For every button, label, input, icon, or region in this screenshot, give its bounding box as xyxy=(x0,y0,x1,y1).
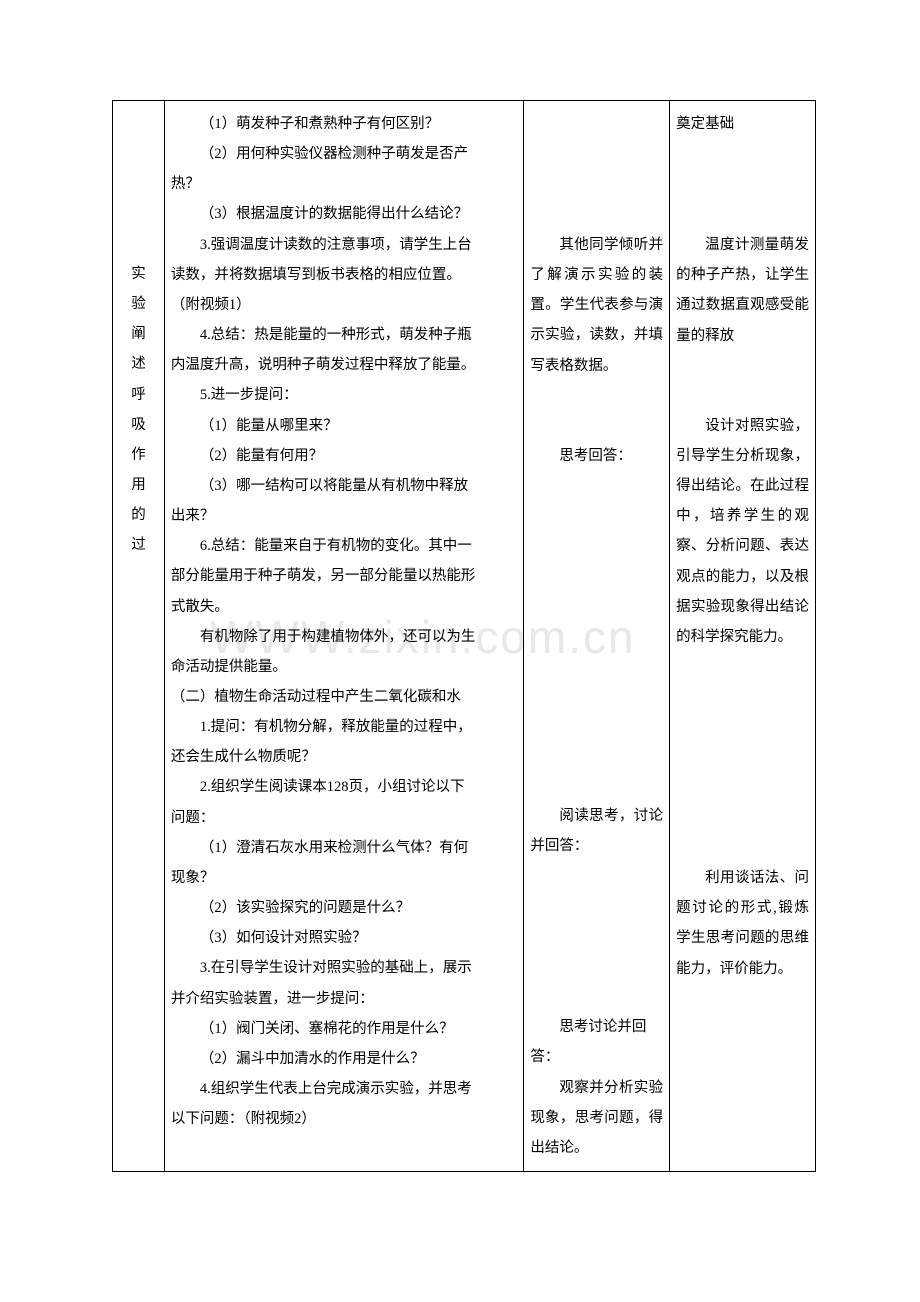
student-block: 答： xyxy=(530,1042,663,1072)
line: （附视频1） xyxy=(171,290,517,320)
line: 读数，并将数据填写到板书表格的相应位置。 xyxy=(171,260,517,290)
line: 4.组织学生代表上台完成演示实验，并思考 xyxy=(171,1074,517,1104)
line: （2）该实验探究的问题是什么？ xyxy=(171,893,517,923)
line: 3.强调温度计读数的注意事项，请学生上台 xyxy=(171,230,517,260)
line: 内温度升高，说明种子萌发过程中释放了能量。 xyxy=(171,350,517,380)
line: 4.总结：热是能量的一种形式，萌发种子瓶 xyxy=(171,320,517,350)
line: 6.总结：能量来自于有机物的变化。其中一 xyxy=(171,531,517,561)
intent-block: 利用谈话法、问题讨论的形式,锻炼学生思考问题的思维能力，评价能力。 xyxy=(676,863,809,984)
teacher-activity-content: （1）萌发种子和煮熟种子有何区别？ （2）用何种实验仪器检测种子萌发是否产 热？… xyxy=(165,101,523,1142)
line: 1.提问：有机物分解，释放能量的过程中， xyxy=(171,712,517,742)
line: 现象？ xyxy=(171,863,517,893)
line: 以下问题：（附视频2） xyxy=(171,1104,517,1134)
line: （1）阀门关闭、塞棉花的作用是什么？ xyxy=(171,1014,517,1044)
line: 还会生成什么物质呢？ xyxy=(171,742,517,772)
document-content: 实 验 阐 述 呼 吸 作 用 的 过 （1）萌发种子和煮熟种子有何区别？ （2… xyxy=(112,100,816,1172)
design-intent-content: 奠定基础 温度计测量萌发的种子产热，让学生通过数据直观感受能量的释放 设计对照实… xyxy=(670,101,815,992)
table-col-design-intent: 奠定基础 温度计测量萌发的种子产热，让学生通过数据直观感受能量的释放 设计对照实… xyxy=(670,101,816,1172)
line: （2）用何种实验仪器检测种子萌发是否产 xyxy=(171,139,517,169)
char: 过 xyxy=(113,530,164,560)
line: 问题： xyxy=(171,803,517,833)
line: 部分能量用于种子萌发，另一部分能量以热能形 xyxy=(171,561,517,591)
line: 3.在引导学生设计对照实验的基础上，展示 xyxy=(171,953,517,983)
student-block: 其他同学倾听并了解演示实验的装置。学生代表参与演示实验，读数，并填写表格数据。 xyxy=(530,230,663,381)
student-block: 观察并分析实验现象，思考问题，得出结论。 xyxy=(530,1073,663,1163)
student-block: 阅读思考，讨论并回答： xyxy=(530,801,663,861)
line: 命活动提供能量。 xyxy=(171,652,517,682)
char: 作 xyxy=(113,440,164,470)
line: 有机物除了用于构建植物体外，还可以为生 xyxy=(171,622,517,652)
intent-block: 奠定基础 xyxy=(676,109,809,139)
student-activity-content: 其他同学倾听并了解演示实验的装置。学生代表参与演示实验，读数，并填写表格数据。 … xyxy=(524,101,669,1171)
line: （二）植物生命活动过程中产生二氧化碳和水 xyxy=(171,682,517,712)
line: （3）如何设计对照实验？ xyxy=(171,923,517,953)
student-block: 思考回答： xyxy=(530,441,663,471)
table-col-student-activity: 其他同学倾听并了解演示实验的装置。学生代表参与演示实验，读数，并填写表格数据。 … xyxy=(524,101,670,1172)
line: （2）漏斗中加清水的作用是什么？ xyxy=(171,1044,517,1074)
line: 热？ xyxy=(171,169,517,199)
line: 式散失。 xyxy=(171,592,517,622)
line: 并介绍实验装置，进一步提问： xyxy=(171,984,517,1014)
char: 阐 xyxy=(113,319,164,349)
char: 吸 xyxy=(113,410,164,440)
char: 用 xyxy=(113,470,164,500)
line: （2）能量有何用？ xyxy=(171,441,517,471)
line: （1）萌发种子和煮熟种子有何区别？ xyxy=(171,109,517,139)
line: （1）能量从哪里来？ xyxy=(171,411,517,441)
line: 2.组织学生阅读课本128页，小组讨论以下 xyxy=(171,772,517,802)
line: 出来？ xyxy=(171,501,517,531)
line: （3）哪一结构可以将能量从有机物中释放 xyxy=(171,471,517,501)
char: 验 xyxy=(113,289,164,319)
char: 述 xyxy=(113,349,164,379)
intent-block: 温度计测量萌发的种子产热，让学生通过数据直观感受能量的释放 xyxy=(676,230,809,351)
table-col-stage: 实 验 阐 述 呼 吸 作 用 的 过 xyxy=(113,101,165,1172)
lesson-plan-table: 实 验 阐 述 呼 吸 作 用 的 过 （1）萌发种子和煮熟种子有何区别？ （2… xyxy=(112,100,816,1172)
intent-block: 设计对照实验，引导学生分析现象，得出结论。在此过程中，培养学生的观察、分析问题、… xyxy=(676,411,809,652)
line: （1）澄清石灰水用来检测什么气体？有何 xyxy=(171,833,517,863)
char: 的 xyxy=(113,500,164,530)
char: 呼 xyxy=(113,380,164,410)
table-col-teacher-activity: （1）萌发种子和煮熟种子有何区别？ （2）用何种实验仪器检测种子萌发是否产 热？… xyxy=(164,101,523,1172)
char: 实 xyxy=(113,259,164,289)
student-block: 思考讨论并回 xyxy=(530,1012,663,1042)
line: 5.进一步提问： xyxy=(171,380,517,410)
stage-label: 实 验 阐 述 呼 吸 作 用 的 过 xyxy=(113,101,164,561)
line: （3）根据温度计的数据能得出什么结论？ xyxy=(171,199,517,229)
